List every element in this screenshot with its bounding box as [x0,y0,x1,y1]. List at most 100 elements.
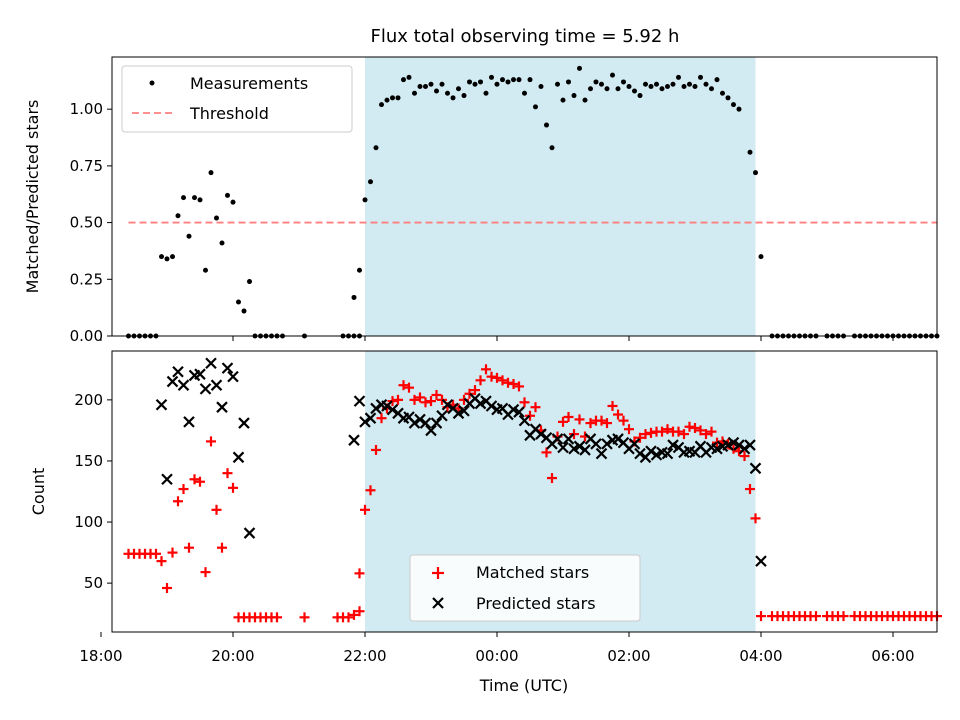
measurement-point [170,254,175,260]
measurement-point [467,79,472,85]
predicted-star-point [386,403,399,416]
measurement-point [560,97,566,103]
measurement-point [494,81,500,87]
predicted-star-point [238,417,250,429]
measurement-point [753,170,758,176]
measurement-point [500,77,505,83]
measurement-point [461,93,467,99]
matched-star-point [178,484,189,495]
measurement-point [615,86,621,92]
measurement-point [225,192,230,198]
matched-star-point [750,513,761,524]
ratio-y-tick-label: 0.25 [70,270,103,288]
predicted-star-point [645,445,657,457]
matched-star-point [156,556,167,567]
predicted-star-point [612,433,624,445]
measurement-point [351,294,357,300]
measurement-point [604,86,610,92]
measurement-point [203,267,208,273]
matched-star-point [431,389,442,400]
matched-star-point [563,411,574,422]
measurement-point [241,308,247,314]
count-y-tick-label: 200 [74,391,103,409]
predicted-star-point [425,424,437,437]
ratio-legend: Measurements Threshold [121,65,353,133]
matched-star-point [217,542,227,553]
measurement-point [236,299,241,305]
predicted-star-point [381,400,393,412]
matched-star-point [272,612,282,623]
matched-star-point [195,476,205,487]
matched-star-point [398,380,409,391]
measurement-point [522,90,527,96]
predicted-star-point [661,447,674,460]
matched-star-point [618,415,629,426]
measurement-point [456,86,461,92]
measurement-point [533,104,538,110]
measurements-legend-marker [149,80,155,86]
time-x-tick-label: 02:00 [607,647,650,665]
measurement-point [450,95,456,101]
measurement-point [665,83,670,89]
time-x-tick-label: 20:00 [211,647,254,665]
count-y-tick-label: 150 [74,452,103,470]
matched-star-point [525,410,535,421]
predicted-star-point [419,417,432,429]
matched-star-point [420,397,431,408]
ratio-y-tick-label: 0.75 [70,157,103,175]
measurement-point [577,65,582,71]
measurement-point [731,102,736,108]
predicted-star-point [628,438,641,450]
measurement-point [434,88,439,94]
matched-star-point [365,485,376,496]
matched-star-point [701,429,711,440]
ratio-panel: 0.00 0.25 0.50 0.75 1.00 Matched/Predicted s… [23,56,940,345]
matched-star-point [547,473,557,484]
matched-star-point [640,429,651,440]
matched-star-point [387,396,398,407]
matched-star-point [541,447,552,458]
matched-star-point [635,432,645,443]
matched-star-point [376,413,387,424]
matched-star-point [585,418,596,429]
matched-star-point [662,424,673,435]
time-x-tick-label: 22:00 [343,647,386,665]
measurement-point [357,267,362,273]
measurement-point [412,90,417,96]
measurement-point [549,145,555,151]
matched-star-point [393,394,403,405]
matched-star-point [596,415,607,426]
predicted-star-point [518,414,531,427]
counts-axes-frame [111,350,938,633]
predicted-star-point [183,416,195,428]
measurement-point [681,83,687,89]
measurement-point [483,90,489,96]
matched-star-point [354,568,365,579]
measurement-point [159,254,164,260]
matched-star-point [519,397,530,408]
measurement-point [555,81,560,87]
time-x-tick-label: 06:00 [871,647,914,665]
predicted-star-point [749,462,762,475]
measurement-point [720,90,725,96]
measurement-point [505,79,511,85]
predicted-star-point [364,412,377,424]
count-y-ticks: 50 100 150 200 [74,391,112,592]
measurement-point [406,74,412,80]
matched-star-point [673,426,684,437]
measurement-point [621,79,626,85]
predicted-star-point [458,405,470,417]
predicted-star-point [733,439,745,451]
measurement-point [703,81,709,87]
predicted-star-point [513,406,525,418]
predicted-star-point [408,417,421,429]
predicted-star-point [227,370,239,383]
matched-star-point [492,372,502,383]
measurement-point [186,233,192,239]
predicted-star-point [590,438,602,450]
matched-star-point [189,474,200,485]
measurement-point [725,95,731,101]
time-x-tick-label: 04:00 [739,647,782,665]
predicted-star-point [601,438,613,450]
measurement-point [516,77,522,83]
